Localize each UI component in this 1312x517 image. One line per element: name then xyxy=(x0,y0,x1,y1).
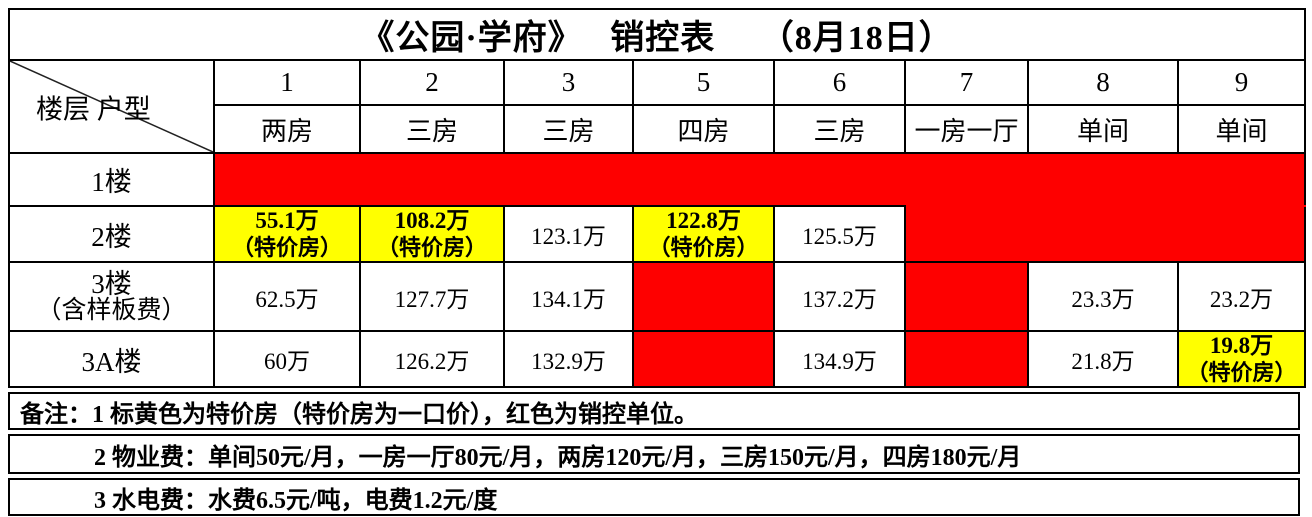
sold-cell xyxy=(904,330,1029,388)
floor-label: 2楼 xyxy=(8,205,215,263)
price-cell: 21.8万 xyxy=(1027,330,1179,388)
price-cell: 137.2万 xyxy=(773,261,906,332)
price-cell: 123.1万 xyxy=(503,205,634,263)
note-row: 备注：1 标黄色为特价房（特价房为一口价），红色为销控单位。 xyxy=(8,392,1300,430)
sold-cell xyxy=(773,152,906,207)
sold-cell xyxy=(904,205,1029,263)
note-text: 2 物业费：单间50元/月，一房一厅80元/月，两房120元/月，三房150元/… xyxy=(94,444,1022,471)
note-text: 3 水电费：水费6.5元/吨，电费1.2元/度 xyxy=(94,487,498,514)
sold-cell xyxy=(1176,205,1307,263)
special-price-cell: 122.8万 （特价房） xyxy=(632,205,775,263)
column-number: 8 xyxy=(1027,59,1179,106)
column-type: 一房一厅 xyxy=(904,104,1029,154)
price-cell: 23.2万 xyxy=(1176,261,1307,332)
sold-cell xyxy=(1176,152,1307,207)
column-number: 3 xyxy=(503,59,634,106)
column-number: 7 xyxy=(904,59,1029,106)
column-type: 三房 xyxy=(359,104,505,154)
sold-cell xyxy=(904,261,1029,332)
price-cell: 60万 xyxy=(213,330,361,388)
page-title: 《公园·学府》 销控表 （8月18日） xyxy=(7,8,1307,61)
column-type: 四房 xyxy=(632,104,775,154)
corner-header: 楼层 户型 xyxy=(8,59,215,154)
special-price-cell: 108.2万 （特价房） xyxy=(359,205,505,263)
note-row: 3 水电费：水费6.5元/吨，电费1.2元/度 xyxy=(8,478,1300,516)
price-cell: 132.9万 xyxy=(503,330,634,388)
special-price-cell: 55.1万 （特价房） xyxy=(213,205,361,263)
column-number: 2 xyxy=(359,59,505,106)
sold-cell xyxy=(359,152,505,207)
price-cell: 134.9万 xyxy=(773,330,906,388)
sold-cell xyxy=(904,152,1029,207)
sold-cell xyxy=(632,261,775,332)
floor-label: 1楼 xyxy=(8,152,215,207)
sold-cell xyxy=(632,152,775,207)
floor-label: 3A楼 xyxy=(8,330,215,388)
floor-label: 3楼 （含样板费） xyxy=(8,261,215,332)
column-type: 三房 xyxy=(503,104,634,154)
diagonal-divider-icon xyxy=(10,61,213,152)
column-type: 单间 xyxy=(1027,104,1179,154)
sales-control-table: 《公园·学府》 销控表 （8月18日） 楼层 户型 1 2 3 5 6 7 8 … xyxy=(7,8,1307,388)
sold-cell xyxy=(503,152,634,207)
column-type: 三房 xyxy=(773,104,906,154)
sold-cell xyxy=(1027,205,1179,263)
price-cell: 23.3万 xyxy=(1027,261,1179,332)
column-number: 5 xyxy=(632,59,775,106)
price-cell: 127.7万 xyxy=(359,261,505,332)
price-cell: 134.1万 xyxy=(503,261,634,332)
price-cell: 62.5万 xyxy=(213,261,361,332)
sold-cell xyxy=(213,152,361,207)
price-cell: 125.5万 xyxy=(773,205,906,263)
corner-label: 楼层 户型 xyxy=(36,94,151,124)
note-row: 2 物业费：单间50元/月，一房一厅80元/月，两房120元/月，三房150元/… xyxy=(8,434,1300,474)
column-number: 1 xyxy=(213,59,361,106)
column-type: 两房 xyxy=(213,104,361,154)
column-number: 6 xyxy=(773,59,906,106)
sold-cell xyxy=(632,330,775,388)
special-price-cell: 19.8万 （特价房） xyxy=(1176,330,1307,388)
column-type: 单间 xyxy=(1176,104,1307,154)
column-number: 9 xyxy=(1176,59,1307,106)
sold-cell xyxy=(1027,152,1179,207)
note-text: 备注：1 标黄色为特价房（特价房为一口价），红色为销控单位。 xyxy=(20,401,698,428)
price-cell: 126.2万 xyxy=(359,330,505,388)
